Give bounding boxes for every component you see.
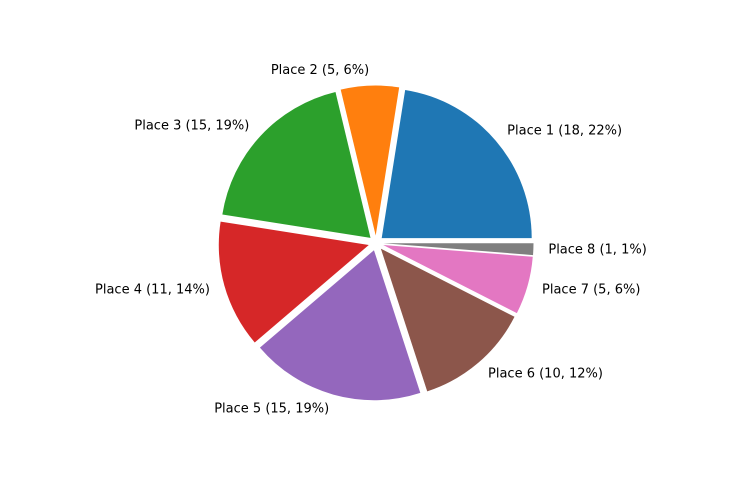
pie-slice-3 [222,92,371,238]
pie-slice-7 [383,245,533,314]
slice-label-5: Place 5 (15, 19%) [214,402,329,417]
slice-label-4: Place 4 (11, 14%) [95,282,210,297]
slice-label-2: Place 2 (5, 6%) [271,63,369,78]
slice-label-6: Place 6 (10, 12%) [488,367,603,382]
pie-slice-2 [340,85,400,236]
slice-label-3: Place 3 (15, 19%) [134,118,249,133]
pie-slice-6 [380,248,515,392]
pie-slice-1 [381,89,532,239]
slice-label-7: Place 7 (5, 6%) [542,282,640,297]
pie-slice-4 [218,221,369,343]
pie-slice-8 [383,243,534,256]
slice-label-1: Place 1 (18, 22%) [507,123,622,138]
slice-label-8: Place 8 (1, 1%) [548,242,646,257]
pie-slice-5 [259,250,421,401]
